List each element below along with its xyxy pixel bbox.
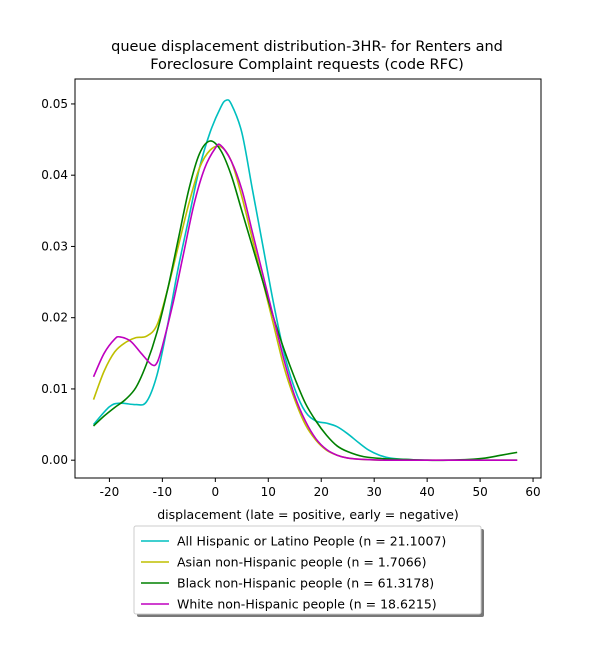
chart-title-line-1: queue displacement distribution-3HR- for… [111, 39, 503, 55]
x-tick-label: 40 [420, 485, 435, 499]
x-tick-label: 0 [212, 485, 220, 499]
legend-entry-label: Asian non-Hispanic people (n = 1.7066) [177, 555, 427, 570]
y-tick-label: 0.02 [41, 311, 68, 325]
legend-entry-label: Black non-Hispanic people (n = 61.3178) [177, 576, 434, 591]
y-tick-label: 0.03 [41, 239, 68, 253]
x-axis-label: displacement (late = positive, early = n… [157, 507, 459, 522]
y-tick-label: 0.05 [41, 97, 68, 111]
x-tick-label: -10 [153, 485, 173, 499]
x-tick-label: -20 [100, 485, 120, 499]
x-tick-label: 50 [472, 485, 487, 499]
x-tick-label: 60 [525, 485, 540, 499]
axis-ticks: -20 -10 0 10 20 30 40 50 60 0.00 0.01 0.02 0.03 0.04 0… [41, 97, 540, 499]
x-tick-label: 20 [314, 485, 329, 499]
chart-title-line-2: Foreclosure Complaint requests (code RFC… [150, 57, 464, 73]
series-line-white-non-hispanic-people-n-18-6 [92, 143, 518, 462]
y-tick-label: 0.00 [41, 453, 68, 467]
x-tick-label: 10 [261, 485, 276, 499]
legend: All Hispanic or Latino People (n = 21.10… [133, 525, 484, 617]
series-line-all-hispanic-or-latino-people-n- [92, 99, 518, 462]
legend-entry-label: All Hispanic or Latino People (n = 21.10… [177, 534, 446, 549]
plot-area [74, 78, 542, 479]
legend-entry-label: White non-Hispanic people (n = 18.6215) [177, 597, 437, 612]
y-tick-label: 0.04 [41, 168, 68, 182]
x-tick-label: 30 [367, 485, 382, 499]
legend-box [133, 525, 482, 615]
series-lines [92, 99, 518, 462]
y-tick-label: 0.01 [41, 382, 68, 396]
